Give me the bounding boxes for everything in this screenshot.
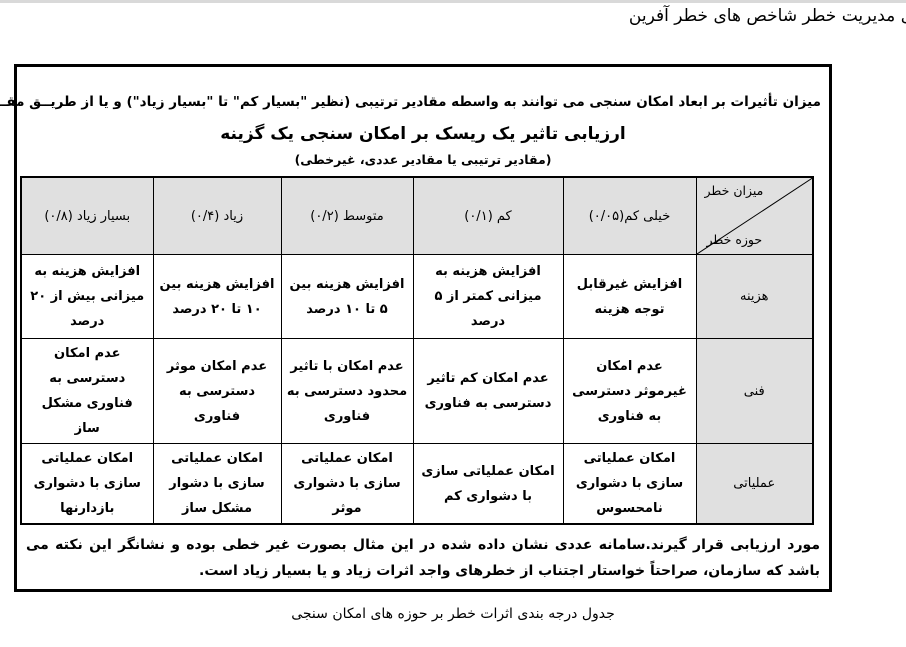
table-cell: امکان عملیاتی سازی با دشواری نامحسوس xyxy=(562,443,697,525)
intro-paragraph: میزان تأثیرات بر ابعاد امکان سنجی می توا… xyxy=(0,94,821,110)
corner-label-risk-level: میزان خطر xyxy=(704,183,764,198)
table-cell: افزایش غیرقابل توجه هزینه xyxy=(562,254,697,339)
table-cell: امکان عملیاتی سازی با دشواری موثر xyxy=(280,443,414,525)
risk-impact-table: میزان خطر حوزه خطر خیلی کم(۰/۰۵) کم (۰/۱… xyxy=(20,176,814,525)
column-header-very-high: بسیار زیاد (۰/۸) xyxy=(20,176,154,255)
diagonal-line xyxy=(697,178,813,254)
column-header-high: زیاد (۰/۴) xyxy=(152,176,282,255)
table-cell: امکان عملیاتی سازی با دشواری بازدارنها xyxy=(20,443,154,525)
table-cell: عدم امکان با تاثیر محدود دسترسی به فناور… xyxy=(280,338,414,444)
row-header-cost: هزینه xyxy=(695,254,814,339)
row-header-technical: فنی xyxy=(695,338,814,444)
table-cell: افزایش هزینه بین ۱۰ تا ۲۰ درصد xyxy=(152,254,282,339)
table-title: ارزیابی تاثیر یک ریسک بر امکان سنجی یک گ… xyxy=(220,124,626,144)
table-row-operational: عملیاتی امکان عملیاتی سازی با دشواری نام… xyxy=(20,443,814,525)
table-cell: افزایش هزینه بین ۵ تا ۱۰ درصد xyxy=(280,254,414,339)
table-row-technical: فنی عدم امکان غیرموثر دسترسی به فناوری ع… xyxy=(20,338,814,444)
top-strip xyxy=(0,0,906,3)
table-cell: عدم امکان غیرموثر دسترسی به فناوری xyxy=(562,338,697,444)
table-cell: امکان عملیاتی سازی با دشواری کم xyxy=(412,443,564,525)
column-header-low: کم (۰/۱) xyxy=(412,176,564,255)
corner-label-risk-domain: حوزه خطر xyxy=(706,232,763,247)
header-row: میزان خطر حوزه خطر خیلی کم(۰/۰۵) کم (۰/۱… xyxy=(20,176,814,255)
table-caption: جدول درجه بندی اثرات خطر بر حوزه های امک… xyxy=(291,606,615,622)
corner-header-cell: میزان خطر حوزه خطر xyxy=(695,176,814,255)
document-frame: میزان تأثیرات بر ابعاد امکان سنجی می توا… xyxy=(0,64,832,592)
table-subtitle: (مقادیر ترتیبی یا مقادیر عددی، غیرخطی) xyxy=(294,152,552,167)
table-cell: عدم امکان دسترسی به فناوری مشکل ساز xyxy=(20,338,154,444)
footer-paragraph: مورد ارزیابی قرار گیرند.سامانه عددی نشان… xyxy=(26,537,820,579)
table-cell: افزایش هزینه به میزانی کمتر از ۵ درصد xyxy=(412,254,564,339)
table-row-cost: هزینه افزایش غیرقابل توجه هزینه افزایش ه… xyxy=(20,254,814,339)
column-header-very-low: خیلی کم(۰/۰۵) xyxy=(562,176,697,255)
row-header-operational: عملیاتی xyxy=(695,443,814,525)
table-cell: امکان عملیاتی سازی با دشوار مشکل ساز xyxy=(152,443,282,525)
column-header-medium: متوسط (۰/۲) xyxy=(280,176,414,255)
page-title: ی مدیریت خطر شاخص های خطر آفرین xyxy=(628,6,906,26)
table-cell: افزایش هزینه به میزانی بیش از ۲۰ درصد xyxy=(20,254,154,339)
table-cell: عدم امکان کم تاثیر دسترسی به فناوری xyxy=(412,338,564,444)
table-cell: عدم امکان موثر دسترسی به فناوری xyxy=(152,338,282,444)
